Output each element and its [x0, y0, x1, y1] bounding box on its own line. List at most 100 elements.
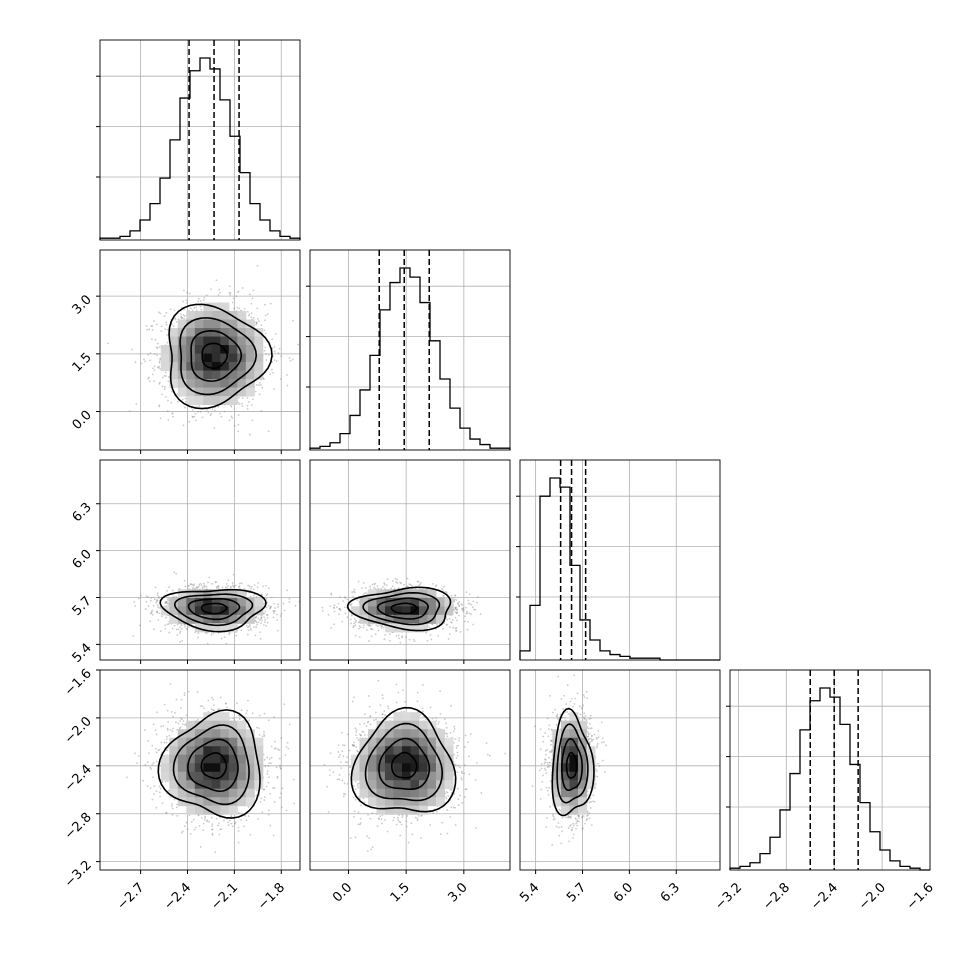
contour-line	[190, 330, 243, 382]
x-tick-label: 6.0	[611, 880, 636, 905]
density-cell	[169, 362, 179, 372]
sample-point	[159, 312, 162, 315]
density-cell	[577, 805, 587, 815]
sample-point	[567, 815, 570, 818]
density-cell	[237, 362, 247, 372]
sample-point	[258, 727, 260, 730]
sample-point	[218, 707, 221, 710]
sample-point	[249, 627, 252, 630]
sample-point	[258, 714, 261, 717]
density-cell	[211, 336, 221, 346]
density-cell	[245, 771, 255, 781]
density-cell	[418, 754, 428, 764]
sample-point	[545, 753, 547, 756]
density-cell	[220, 379, 230, 389]
sample-point	[381, 625, 384, 628]
density-cell	[359, 754, 369, 764]
sample-point	[167, 597, 170, 600]
sample-point	[150, 325, 153, 327]
sample-point	[333, 606, 336, 609]
sample-point	[450, 806, 453, 809]
sample-point	[555, 714, 558, 717]
sample-point	[285, 809, 288, 812]
sample-point	[253, 584, 256, 586]
sample-point	[384, 634, 387, 636]
sample-point	[154, 586, 157, 589]
density-cell	[393, 597, 403, 607]
sample-point	[450, 621, 453, 624]
sample-point	[158, 381, 161, 384]
y-tick-label: 0.0	[70, 408, 95, 433]
sample-point	[183, 694, 186, 697]
sample-point	[588, 812, 590, 815]
sample-point	[383, 583, 386, 586]
sample-point	[158, 382, 161, 385]
sample-point	[353, 745, 356, 747]
sample-point	[588, 737, 591, 740]
sample-point	[570, 828, 573, 831]
sample-point	[237, 826, 240, 829]
density-cell	[228, 597, 238, 607]
sample-point	[465, 612, 468, 615]
sample-point	[263, 349, 266, 352]
sample-point	[151, 744, 154, 747]
sample-point	[589, 727, 592, 730]
sample-point	[256, 317, 259, 320]
sample-point	[373, 586, 376, 589]
density-cell	[211, 379, 221, 389]
sample-point	[264, 610, 267, 613]
density-cell	[245, 606, 255, 616]
sample-point	[456, 619, 458, 622]
sample-point	[596, 738, 599, 740]
sample-point	[159, 795, 162, 798]
sample-point	[454, 606, 457, 609]
sample-point	[269, 605, 272, 608]
sample-point	[570, 829, 573, 832]
density-cell	[228, 606, 238, 616]
sample-point	[288, 601, 291, 603]
sample-point	[197, 718, 199, 721]
sample-point	[398, 820, 401, 823]
sample-point	[247, 629, 250, 632]
sample-point	[159, 417, 162, 420]
sample-point	[541, 780, 544, 783]
sample-point	[163, 385, 166, 388]
sample-point	[370, 635, 373, 638]
sample-point	[267, 604, 270, 607]
sample-point	[546, 717, 549, 720]
density-cell	[560, 737, 570, 747]
sample-point	[136, 762, 139, 765]
density-cell	[393, 614, 403, 624]
sample-point	[231, 825, 234, 828]
sample-point	[445, 726, 448, 729]
sample-point	[279, 765, 281, 768]
sample-point	[246, 404, 249, 407]
sample-point	[474, 826, 477, 829]
sample-point	[369, 624, 372, 627]
sample-point	[250, 585, 253, 588]
sample-point	[474, 608, 477, 611]
sample-point	[447, 794, 450, 797]
sample-point	[280, 355, 283, 358]
sample-point	[590, 740, 593, 743]
sample-point	[267, 719, 270, 722]
sample-point	[153, 369, 156, 372]
sample-point	[458, 600, 461, 603]
sample-point	[349, 604, 352, 607]
sample-point	[149, 787, 152, 790]
sample-point	[281, 787, 284, 790]
sample-point	[341, 779, 344, 782]
sample-point	[250, 404, 253, 406]
sample-point	[363, 734, 366, 736]
sample-point	[456, 602, 459, 604]
sample-point	[573, 674, 576, 677]
density-cell	[194, 396, 204, 406]
sample-point	[272, 612, 275, 615]
sample-point	[557, 675, 560, 678]
density-cell	[169, 788, 179, 798]
sample-point	[184, 624, 186, 626]
sample-point	[240, 709, 243, 711]
density-cell	[401, 763, 411, 773]
sample-point	[234, 584, 237, 587]
sample-point	[149, 352, 152, 355]
